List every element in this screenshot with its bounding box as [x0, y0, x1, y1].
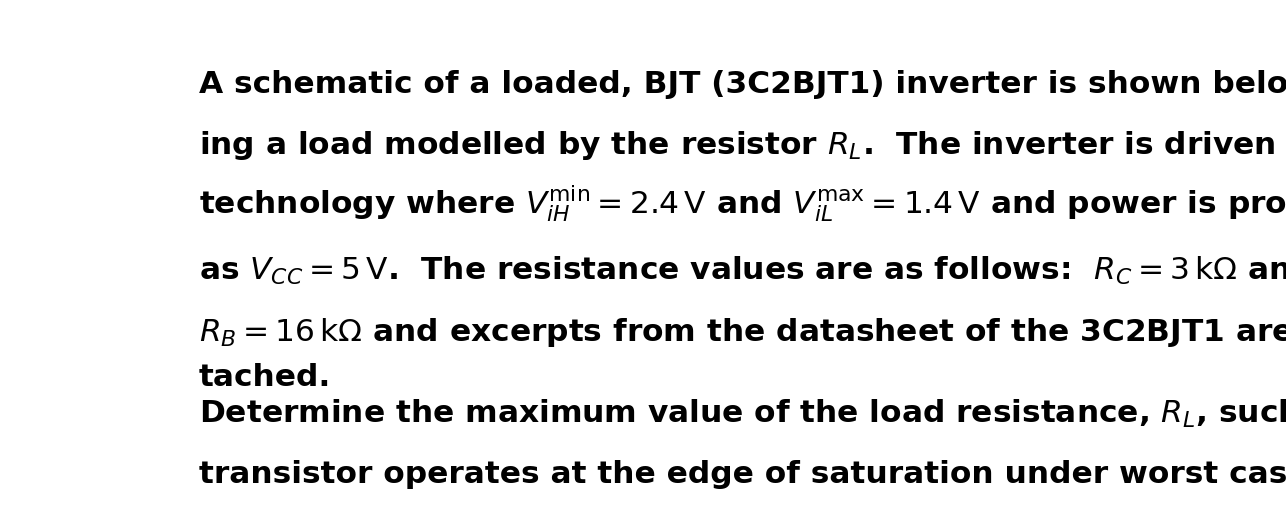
Text: ing a load modelled by the resistor $R_L$.  The inverter is driven by a: ing a load modelled by the resistor $R_L… — [198, 129, 1286, 162]
Text: technology where $V_{iH}^{\mathrm{min}} = 2.4\,\mathrm{V}$ and $V_{iL}^{\mathrm{: technology where $V_{iH}^{\mathrm{min}} … — [198, 184, 1286, 224]
Text: tached.: tached. — [198, 363, 331, 392]
Text: Determine the maximum value of the load resistance, $R_L$, such that the: Determine the maximum value of the load … — [198, 398, 1286, 430]
Text: A schematic of a loaded, BJT (3C2BJT1) inverter is shown below, driv-: A schematic of a loaded, BJT (3C2BJT1) i… — [198, 70, 1286, 99]
Text: $R_B = 16\,\mathrm{k}\Omega$ and excerpts from the datasheet of the 3C2BJT1 are : $R_B = 16\,\mathrm{k}\Omega$ and excerpt… — [198, 316, 1286, 350]
Text: as $V_{CC} = 5\,\mathrm{V}$.  The resistance values are as follows:  $R_C = 3\,\: as $V_{CC} = 5\,\mathrm{V}$. The resista… — [198, 255, 1286, 287]
Text: transistor operates at the edge of saturation under worst case conditions.: transistor operates at the edge of satur… — [198, 460, 1286, 488]
